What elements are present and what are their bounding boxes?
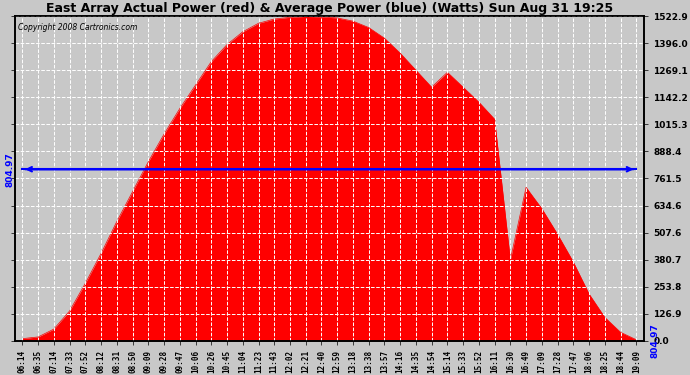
Text: Copyright 2008 Cartronics.com: Copyright 2008 Cartronics.com bbox=[18, 23, 137, 32]
Title: East Array Actual Power (red) & Average Power (blue) (Watts) Sun Aug 31 19:25: East Array Actual Power (red) & Average … bbox=[46, 2, 613, 15]
Text: 804.97: 804.97 bbox=[651, 323, 660, 358]
Text: 804.97: 804.97 bbox=[6, 152, 14, 187]
